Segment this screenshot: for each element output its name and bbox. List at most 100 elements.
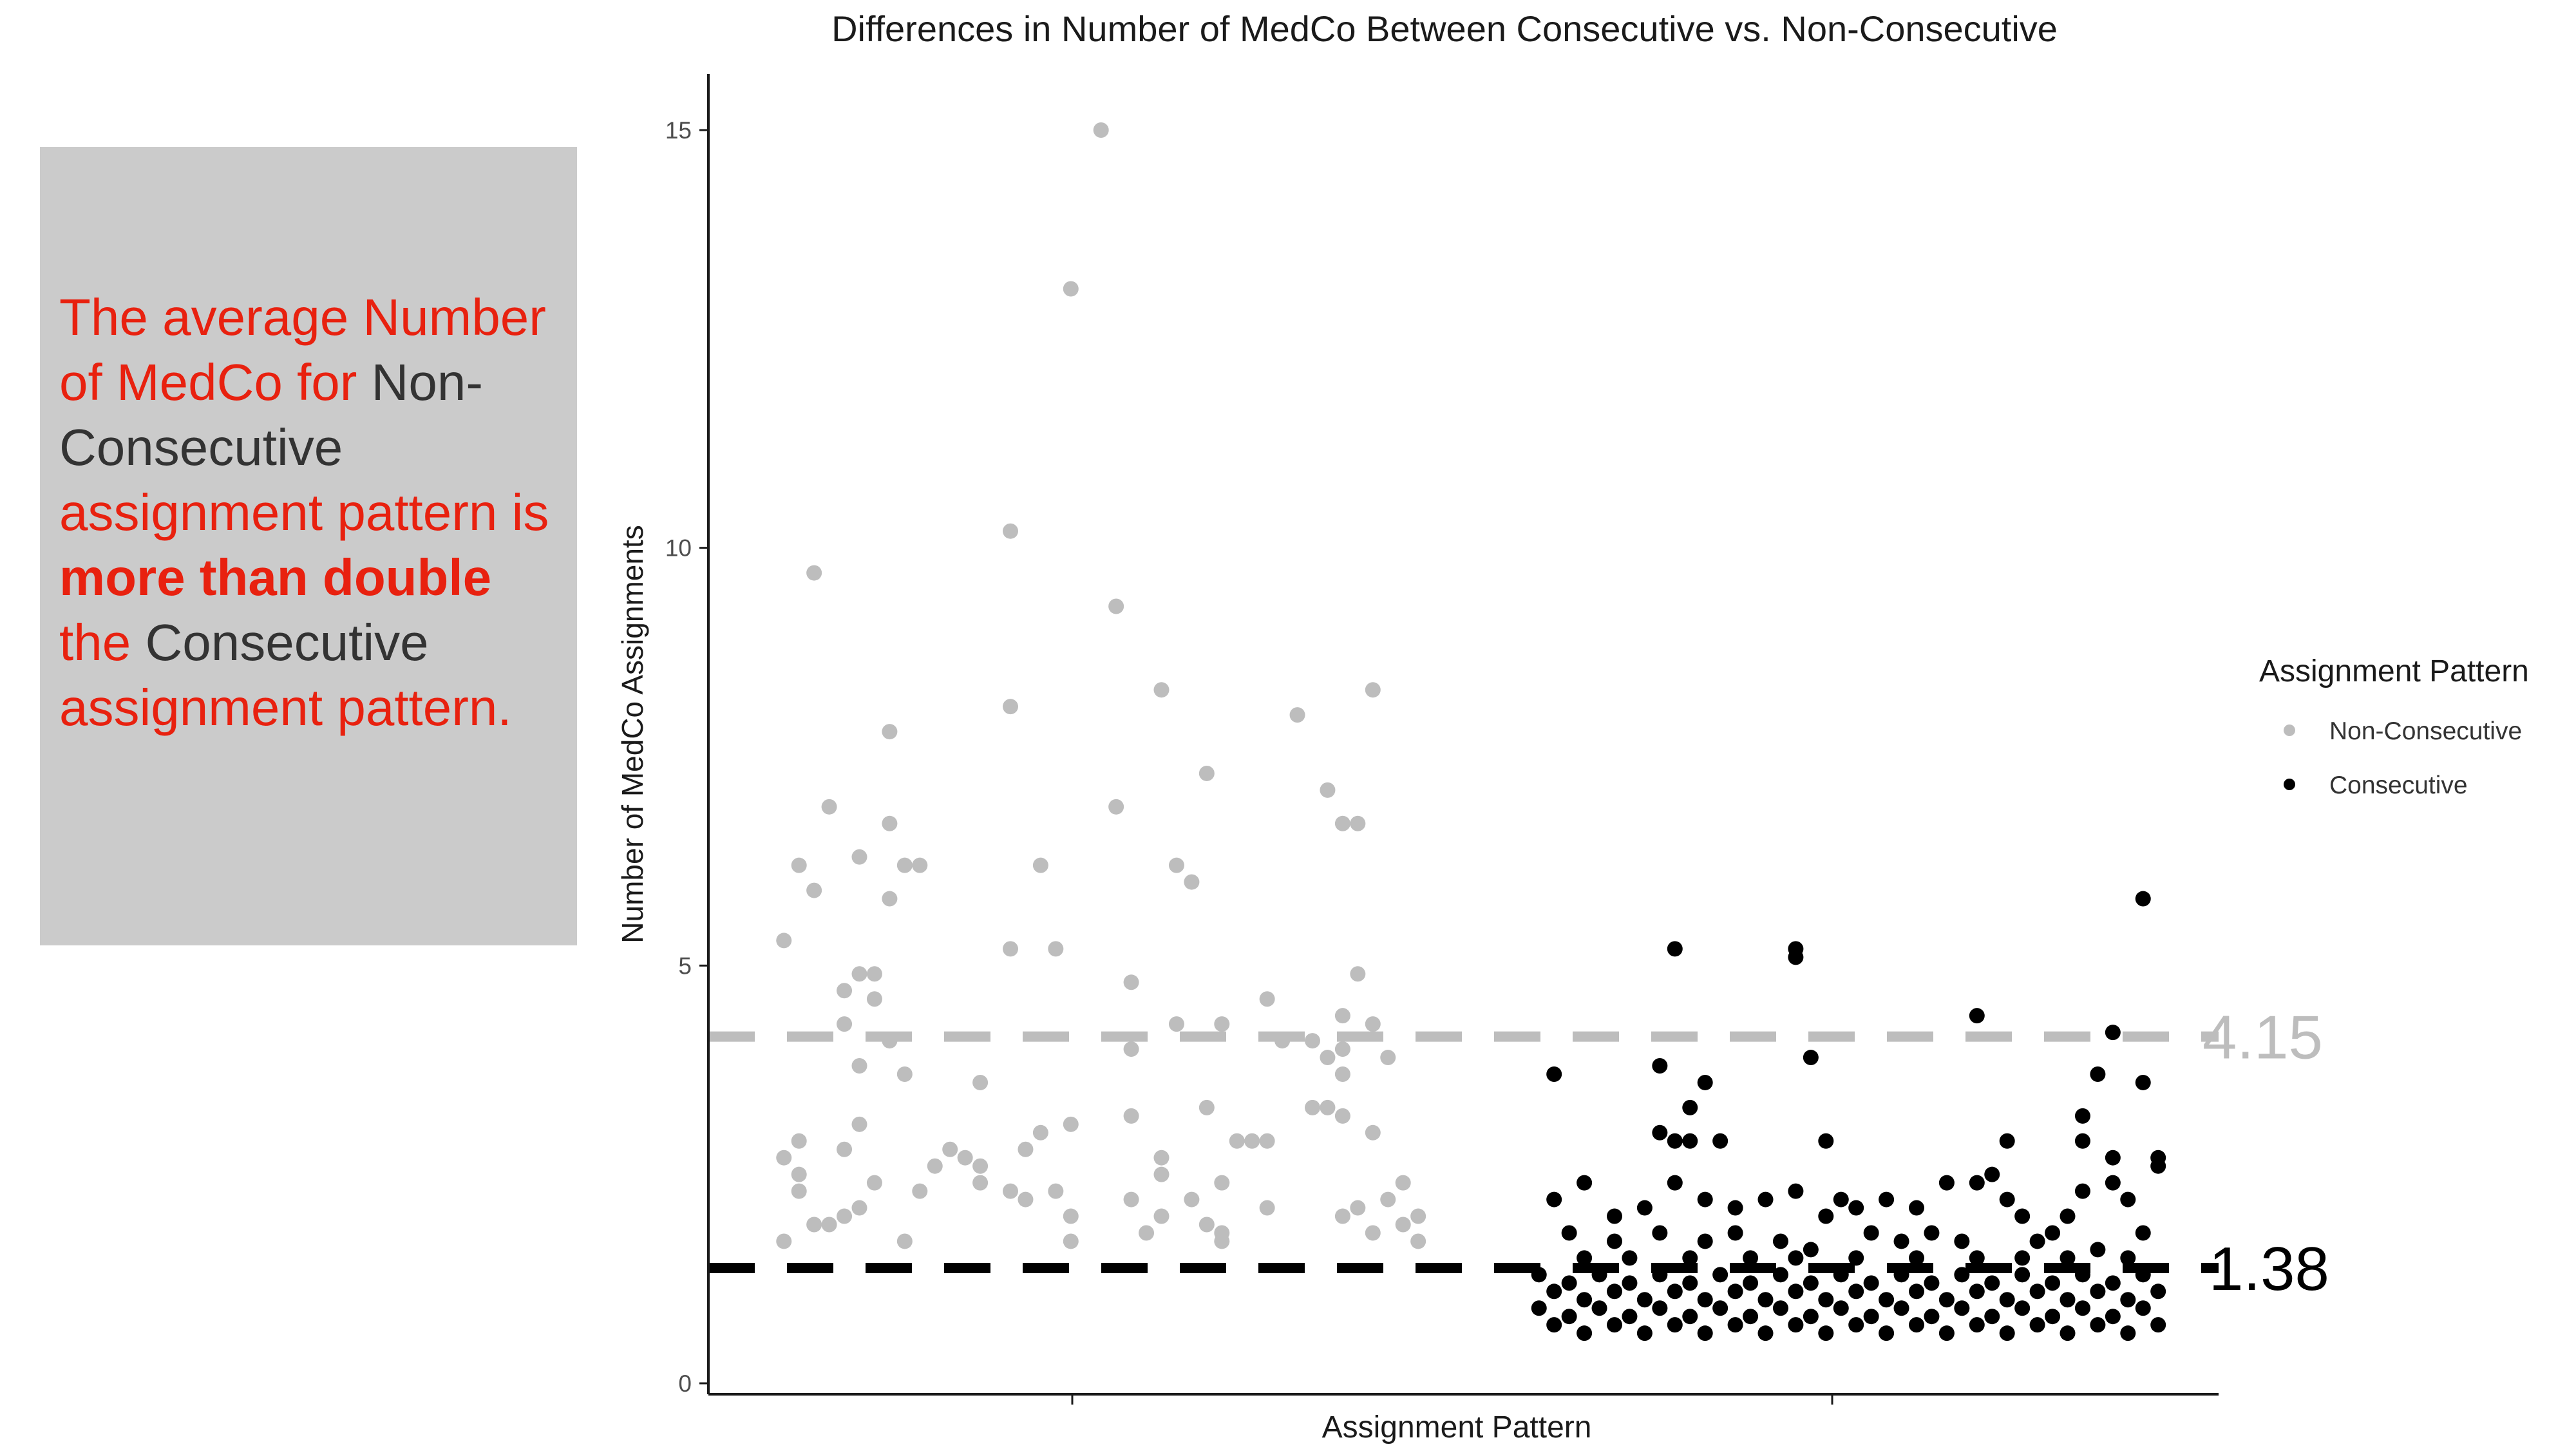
consecutive-point: [1622, 1309, 1638, 1325]
consecutive-point: [1591, 1267, 1607, 1283]
consecutive-point: [1954, 1233, 1970, 1249]
consecutive-point: [2029, 1283, 2045, 1300]
non-consecutive-point: [776, 1233, 792, 1249]
non-consecutive-point: [837, 1141, 853, 1157]
consecutive-point: [2060, 1292, 2076, 1308]
consecutive-point: [2135, 1225, 2151, 1241]
non-consecutive-point: [927, 1158, 943, 1174]
non-consecutive-point: [882, 815, 898, 831]
consecutive-point: [1531, 1300, 1547, 1316]
consecutive-point: [1727, 1225, 1743, 1241]
consecutive-point: [1591, 1300, 1607, 1316]
consecutive-point: [1938, 1325, 1955, 1341]
non-consecutive-point: [1063, 1116, 1079, 1132]
non-consecutive-point: [1410, 1233, 1426, 1249]
consecutive-point: [1969, 1008, 1985, 1024]
non-consecutive-point: [1048, 1183, 1064, 1199]
non-consecutive-point: [1334, 815, 1350, 831]
non-consecutive-point: [882, 1033, 898, 1049]
consecutive-point: [1697, 1191, 1713, 1208]
non-consecutive-point: [837, 1016, 853, 1032]
consecutive-point: [1743, 1250, 1759, 1266]
consecutive-point: [2060, 1325, 2076, 1341]
consecutive-point: [1636, 1200, 1653, 1216]
callout-emphasis: more than double: [59, 549, 492, 606]
consecutive-point: [1863, 1225, 1879, 1241]
consecutive-point: [1546, 1283, 1562, 1300]
consecutive-point: [1667, 1317, 1683, 1333]
consecutive-point: [1546, 1066, 1562, 1082]
consecutive-point: [1682, 1133, 1698, 1149]
consecutive-point: [2090, 1283, 2106, 1300]
consecutive-point: [2014, 1300, 2031, 1316]
consecutive-point: [1743, 1275, 1759, 1291]
consecutive-point: [1577, 1292, 1593, 1308]
non-consecutive-point: [806, 882, 822, 898]
consecutive-point: [1999, 1292, 2015, 1308]
consecutive-point: [2090, 1066, 2106, 1082]
consecutive-point: [1924, 1275, 1940, 1291]
callout-box: The average Number of MedCo for Non-Cons…: [40, 147, 577, 945]
consecutive-point: [1893, 1267, 1909, 1283]
callout-text-part-7: assignment pattern.: [59, 679, 512, 736]
consecutive-point: [2135, 891, 2151, 907]
consecutive-point: [1999, 1325, 2015, 1341]
non-consecutive-point: [1198, 1099, 1215, 1115]
non-consecutive-point: [837, 983, 853, 999]
non-consecutive-point: [1320, 1099, 1336, 1115]
non-consecutive-point: [1153, 1208, 1170, 1224]
consecutive-point: [1652, 1058, 1668, 1074]
consecutive-point: [1879, 1292, 1895, 1308]
non-consecutive-point: [1184, 1191, 1200, 1208]
callout-text-part-1: The average Number of MedCo for: [59, 289, 546, 411]
consecutive-point: [1682, 1309, 1698, 1325]
non-consecutive-point: [1003, 699, 1018, 715]
legend-label-consecutive: Consecutive: [2329, 772, 2468, 799]
consecutive-point: [1607, 1208, 1622, 1224]
consecutive-point: [1561, 1275, 1577, 1291]
consecutive-point: [1772, 1300, 1788, 1316]
consecutive-point: [2014, 1267, 2031, 1283]
consecutive-point: [1848, 1250, 1864, 1266]
non-consecutive-point: [1334, 1108, 1350, 1124]
non-consecutive-point: [1334, 1208, 1350, 1224]
consecutive-point: [2029, 1317, 2045, 1333]
callout-text-part-5: the: [59, 614, 146, 671]
consecutive-point: [2120, 1325, 2136, 1341]
consecutive-point: [2105, 1175, 2121, 1191]
non-consecutive-point: [1093, 122, 1109, 138]
consecutive-point: [1743, 1309, 1759, 1325]
non-consecutive-point: [1032, 1124, 1048, 1141]
non-consecutive-point: [791, 1166, 807, 1182]
legend-label-non-consecutive: Non-Consecutive: [2329, 717, 2522, 745]
non-consecutive-point: [776, 1150, 792, 1166]
non-consecutive-point: [1198, 1217, 1215, 1233]
non-consecutive-point: [1365, 1225, 1381, 1241]
consecutive-point: [1969, 1250, 1985, 1266]
consecutive-point: [1652, 1300, 1668, 1316]
consecutive-point: [2074, 1108, 2090, 1124]
y-tick-label: 0: [678, 1370, 692, 1397]
consecutive-point: [1879, 1325, 1895, 1341]
callout-non-consecutive: Non-Consecutive: [59, 354, 484, 476]
non-consecutive-point: [776, 933, 792, 949]
consecutive-point: [1969, 1283, 1985, 1300]
consecutive-point: [1879, 1191, 1895, 1208]
x-axis-label: Assignment Pattern: [1322, 1410, 1592, 1444]
consecutive-point: [1848, 1317, 1864, 1333]
consecutive-point: [2150, 1150, 2166, 1166]
consecutive-point: [1954, 1267, 1970, 1283]
non-consecutive-point: [1184, 874, 1200, 890]
non-consecutive-point: [1334, 1041, 1350, 1057]
consecutive-point: [1727, 1283, 1743, 1300]
consecutive-point: [1788, 1250, 1804, 1266]
non-consecutive-point: [1003, 941, 1018, 957]
consecutive-point: [1667, 1283, 1683, 1300]
consecutive-point: [1803, 1050, 1819, 1066]
consecutive-point: [1697, 1074, 1713, 1090]
consecutive-point: [1938, 1292, 1955, 1308]
consecutive-point: [1682, 1250, 1698, 1266]
consecutive-point: [2090, 1242, 2106, 1258]
consecutive-point: [1757, 1325, 1774, 1341]
consecutive-point: [1863, 1275, 1879, 1291]
